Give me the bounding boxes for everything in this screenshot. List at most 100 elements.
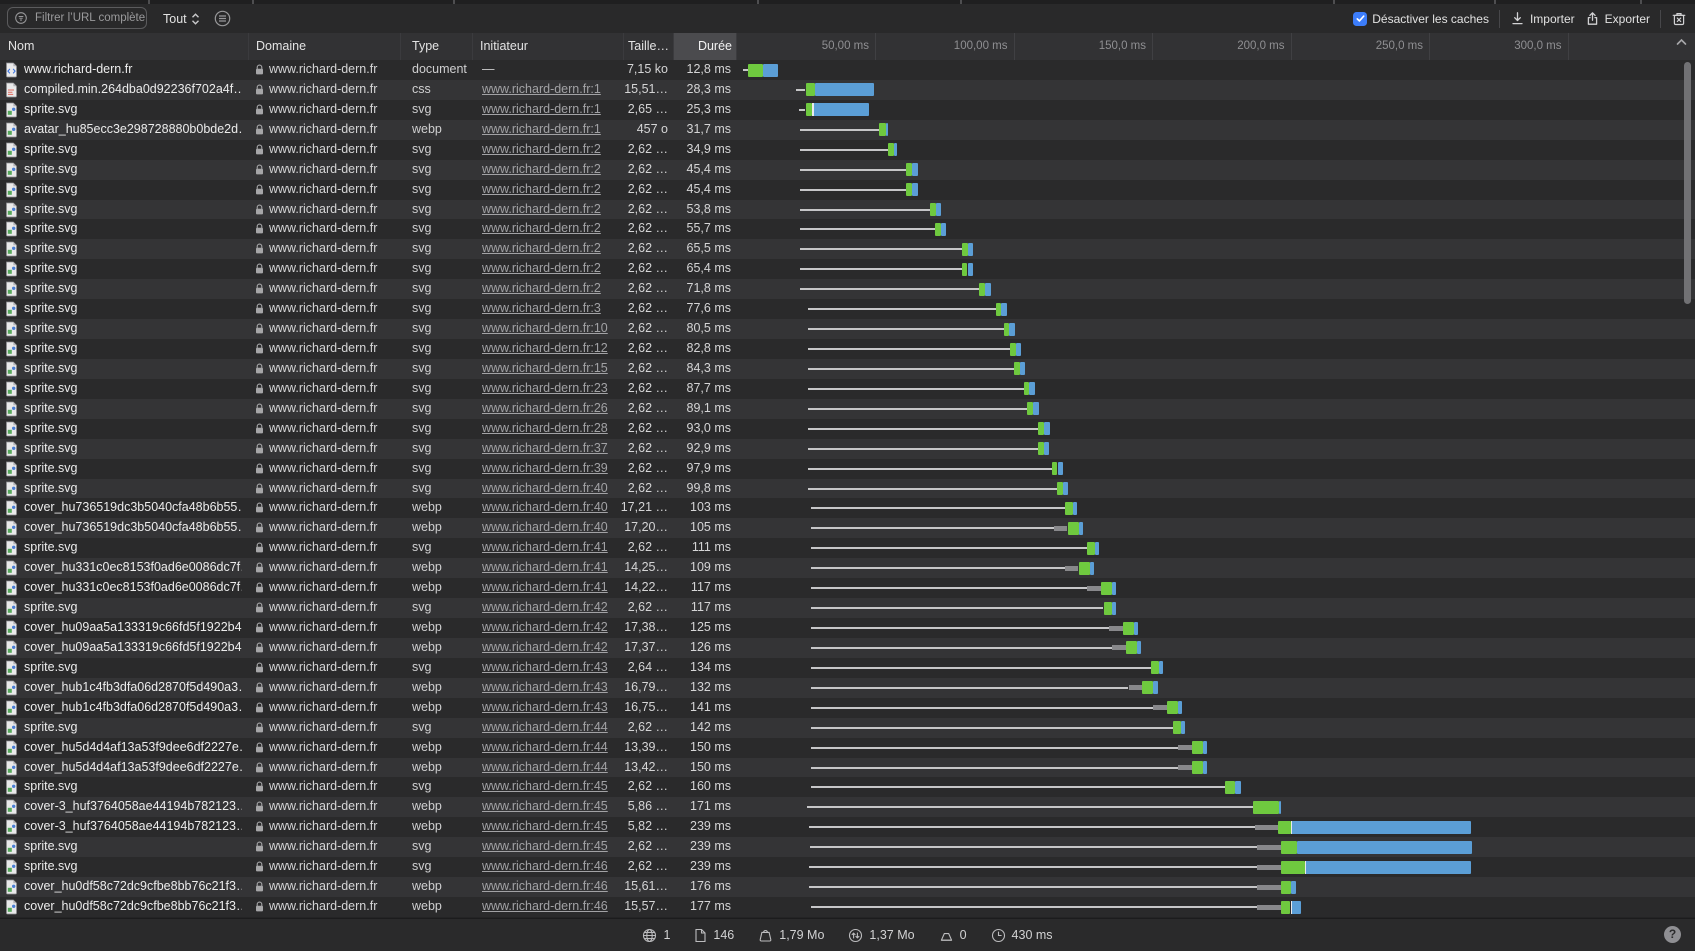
network-request-row[interactable]: avatar_hu85ecc3e298728880b0bde2d… www.ric… bbox=[0, 119, 1695, 140]
checkbox-checked-icon[interactable] bbox=[1353, 11, 1368, 26]
initiator-link[interactable]: www.richard-dern.fr:2 bbox=[482, 221, 601, 236]
network-request-row[interactable]: sprite.svg www.richard-dern.fr svg www.rich… bbox=[0, 279, 1695, 300]
initiator-link[interactable]: www.richard-dern.fr:2 bbox=[482, 181, 601, 196]
clear-network-items-button[interactable] bbox=[1671, 11, 1687, 27]
network-request-row[interactable]: sprite.svg www.richard-dern.fr svg www.rich… bbox=[0, 239, 1695, 260]
network-request-row[interactable]: sprite.svg www.richard-dern.fr svg www.rich… bbox=[0, 180, 1695, 200]
initiator-link[interactable]: www.richard-dern.fr:43 bbox=[482, 679, 608, 694]
initiator-link[interactable]: www.richard-dern.fr:42 bbox=[482, 620, 608, 635]
initiator-link[interactable]: www.richard-dern.fr:3 bbox=[482, 301, 601, 316]
initiator-link[interactable]: www.richard-dern.fr:44 bbox=[482, 719, 608, 734]
network-request-row[interactable]: sprite.svg www.richard-dern.fr svg www.rich… bbox=[0, 219, 1695, 239]
network-request-row[interactable]: cover-3_huf3764058ae44194b782123… www.ric… bbox=[0, 797, 1695, 818]
network-request-row[interactable]: sprite.svg www.richard-dern.fr svg www.rich… bbox=[0, 419, 1695, 439]
initiator-link[interactable]: www.richard-dern.fr:1 bbox=[482, 81, 601, 96]
initiator-link[interactable]: www.richard-dern.fr:45 bbox=[482, 779, 608, 794]
initiator-link[interactable]: www.richard-dern.fr:26 bbox=[482, 400, 608, 415]
network-request-row[interactable]: sprite.svg www.richard-dern.fr svg www.rich… bbox=[0, 717, 1695, 738]
initiator-link[interactable]: www.richard-dern.fr:44 bbox=[482, 739, 608, 754]
network-request-row[interactable]: sprite.svg www.richard-dern.fr svg www.rich… bbox=[0, 777, 1695, 797]
network-request-row[interactable]: sprite.svg www.richard-dern.fr svg www.rich… bbox=[0, 319, 1695, 339]
initiator-link[interactable]: www.richard-dern.fr:2 bbox=[482, 261, 601, 276]
network-request-row[interactable]: sprite.svg www.richard-dern.fr svg www.rich… bbox=[0, 837, 1695, 858]
resource-type-select[interactable]: Tout bbox=[163, 4, 200, 33]
initiator-link[interactable]: www.richard-dern.fr:10 bbox=[482, 321, 608, 336]
network-request-row[interactable]: cover_hu0df58c72dc9cfbe8bb76c21f3… www.ri… bbox=[0, 897, 1695, 917]
network-request-row[interactable]: cover_hu5d4d4af13a53f9dee6df2227e… www.ri… bbox=[0, 757, 1695, 778]
initiator-link[interactable]: www.richard-dern.fr:23 bbox=[482, 380, 608, 395]
column-header-domaine[interactable]: Domaine bbox=[256, 39, 307, 53]
initiator-link[interactable]: www.richard-dern.fr:45 bbox=[482, 819, 608, 834]
initiator-link[interactable]: www.richard-dern.fr:46 bbox=[482, 879, 608, 894]
column-header-nom[interactable]: Nom bbox=[8, 39, 35, 53]
initiator-link[interactable]: www.richard-dern.fr:39 bbox=[482, 460, 608, 475]
network-request-row[interactable]: cover-3_huf3764058ae44194b782123… www.ric… bbox=[0, 817, 1695, 837]
initiator-link[interactable]: www.richard-dern.fr:45 bbox=[482, 839, 608, 854]
network-request-row[interactable]: cover_hu736519dc3b5040cfa48b6b55… www.ric… bbox=[0, 518, 1695, 539]
network-request-row[interactable]: sprite.svg www.richard-dern.fr svg www.rich… bbox=[0, 857, 1695, 877]
network-request-row[interactable]: sprite.svg www.richard-dern.fr svg www.rich… bbox=[0, 658, 1695, 678]
initiator-link[interactable]: www.richard-dern.fr:1 bbox=[482, 101, 601, 116]
import-button[interactable]: Importer bbox=[1510, 11, 1575, 26]
network-request-row[interactable]: sprite.svg www.richard-dern.fr svg www.rich… bbox=[0, 598, 1695, 619]
network-request-row[interactable]: sprite.svg www.richard-dern.fr svg www.rich… bbox=[0, 100, 1695, 120]
initiator-link[interactable]: www.richard-dern.fr:1 bbox=[482, 121, 601, 136]
column-header-taille[interactable]: Taille… bbox=[628, 39, 669, 53]
network-request-row[interactable]: sprite.svg www.richard-dern.fr svg www.rich… bbox=[0, 140, 1695, 160]
network-request-row[interactable]: sprite.svg www.richard-dern.fr svg www.rich… bbox=[0, 358, 1695, 379]
network-request-row[interactable]: sprite.svg www.richard-dern.fr svg www.rich… bbox=[0, 478, 1695, 499]
initiator-link[interactable]: www.richard-dern.fr:45 bbox=[482, 799, 608, 814]
initiator-link[interactable]: www.richard-dern.fr:2 bbox=[482, 241, 601, 256]
initiator-link[interactable]: www.richard-dern.fr:40 bbox=[482, 480, 608, 495]
network-request-row[interactable]: cover_hub1c4fb3dfa06d2870f5d490a3… www.ri… bbox=[0, 677, 1695, 698]
network-request-row[interactable]: sprite.svg www.richard-dern.fr svg www.rich… bbox=[0, 199, 1695, 220]
disable-caches-toggle[interactable]: Désactiver les caches bbox=[1353, 11, 1489, 26]
url-filter-field[interactable] bbox=[7, 7, 147, 29]
initiator-link[interactable]: www.richard-dern.fr:44 bbox=[482, 759, 608, 774]
initiator-link[interactable]: www.richard-dern.fr:2 bbox=[482, 281, 601, 296]
initiator-link[interactable]: www.richard-dern.fr:43 bbox=[482, 699, 608, 714]
initiator-link[interactable]: www.richard-dern.fr:28 bbox=[482, 420, 608, 435]
network-request-row[interactable]: compiled.min.264dba0d92236f702a4f… www.ri… bbox=[0, 79, 1695, 100]
network-request-row[interactable]: cover_hu331c0ec8153f0ad6e0086dc7f… www.ri… bbox=[0, 578, 1695, 598]
scroll-to-top-chevron-icon[interactable] bbox=[1676, 38, 1687, 46]
column-header-duree[interactable]: Durée bbox=[697, 39, 732, 53]
initiator-link[interactable]: www.richard-dern.fr:37 bbox=[482, 440, 608, 455]
initiator-link[interactable]: www.richard-dern.fr:15 bbox=[482, 360, 608, 375]
initiator-link[interactable]: www.richard-dern.fr:41 bbox=[482, 560, 608, 575]
column-header-initiateur[interactable]: Initiateur bbox=[480, 39, 528, 53]
network-request-row[interactable]: cover_hu09aa5a133319c66fd5f1922b4… www.ri… bbox=[0, 637, 1695, 658]
network-request-row[interactable]: sprite.svg www.richard-dern.fr svg www.rich… bbox=[0, 339, 1695, 359]
export-button[interactable]: Exporter bbox=[1585, 11, 1650, 26]
network-request-row[interactable]: sprite.svg www.richard-dern.fr svg www.rich… bbox=[0, 159, 1695, 180]
network-request-row[interactable]: sprite.svg www.richard-dern.fr svg www.rich… bbox=[0, 379, 1695, 399]
network-request-row[interactable]: sprite.svg www.richard-dern.fr svg www.rich… bbox=[0, 299, 1695, 319]
network-request-row[interactable]: www.richard-dern.fr www.richard-dern.fr do… bbox=[0, 60, 1695, 80]
network-request-row[interactable]: cover_hu0df58c72dc9cfbe8bb76c21f3… www.ri… bbox=[0, 877, 1695, 898]
initiator-link[interactable]: www.richard-dern.fr:43 bbox=[482, 659, 608, 674]
network-request-row[interactable]: cover_hu736519dc3b5040cfa48b6b55… www.ric… bbox=[0, 498, 1695, 518]
network-conditions-button[interactable] bbox=[213, 9, 232, 28]
network-request-row[interactable]: sprite.svg www.richard-dern.fr svg www.rich… bbox=[0, 438, 1695, 459]
network-request-row[interactable]: sprite.svg www.richard-dern.fr svg www.rich… bbox=[0, 398, 1695, 419]
network-request-row[interactable]: sprite.svg www.richard-dern.fr svg www.rich… bbox=[0, 259, 1695, 279]
initiator-link[interactable]: www.richard-dern.fr:2 bbox=[482, 141, 601, 156]
initiator-link[interactable]: www.richard-dern.fr:41 bbox=[482, 540, 608, 555]
vertical-scrollbar[interactable] bbox=[1684, 62, 1691, 304]
column-header-type[interactable]: Type bbox=[412, 39, 440, 53]
url-filter-input[interactable] bbox=[33, 11, 147, 25]
initiator-link[interactable]: www.richard-dern.fr:46 bbox=[482, 899, 608, 914]
network-request-row[interactable]: cover_hu09aa5a133319c66fd5f1922b4… www.ri… bbox=[0, 618, 1695, 638]
help-button[interactable]: ? bbox=[1664, 926, 1681, 943]
initiator-link[interactable]: www.richard-dern.fr:40 bbox=[482, 520, 608, 535]
initiator-link[interactable]: www.richard-dern.fr:42 bbox=[482, 600, 608, 615]
initiator-link[interactable]: www.richard-dern.fr:42 bbox=[482, 639, 608, 654]
initiator-link[interactable]: www.richard-dern.fr:12 bbox=[482, 341, 608, 356]
initiator-link[interactable]: www.richard-dern.fr:46 bbox=[482, 859, 608, 874]
initiator-link[interactable]: www.richard-dern.fr:2 bbox=[482, 201, 601, 216]
initiator-link[interactable]: www.richard-dern.fr:41 bbox=[482, 580, 608, 595]
network-request-row[interactable]: sprite.svg www.richard-dern.fr svg www.rich… bbox=[0, 459, 1695, 479]
network-request-row[interactable]: cover_hub1c4fb3dfa06d2870f5d490a3… www.ri… bbox=[0, 698, 1695, 718]
network-request-row[interactable]: cover_hu331c0ec8153f0ad6e0086dc7f… www.ri… bbox=[0, 558, 1695, 579]
network-request-row[interactable]: cover_hu5d4d4af13a53f9dee6df2227e… www.ri… bbox=[0, 738, 1695, 758]
